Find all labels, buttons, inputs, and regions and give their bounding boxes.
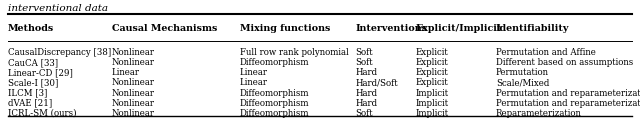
Text: Nonlinear: Nonlinear <box>112 78 155 87</box>
Text: Linear-CD [29]: Linear-CD [29] <box>8 68 72 77</box>
Text: Linear: Linear <box>240 78 268 87</box>
Text: Soft: Soft <box>355 109 373 118</box>
Text: Reparameterization: Reparameterization <box>496 109 582 118</box>
Text: Linear: Linear <box>240 68 268 77</box>
Text: Soft: Soft <box>355 58 373 67</box>
Text: Implicit: Implicit <box>416 109 449 118</box>
Text: Different based on assumptions: Different based on assumptions <box>496 58 633 67</box>
Text: Nonlinear: Nonlinear <box>112 109 155 118</box>
Text: Nonlinear: Nonlinear <box>112 99 155 107</box>
Text: Hard: Hard <box>355 68 378 77</box>
Text: Diffeomorphism: Diffeomorphism <box>240 109 310 118</box>
Text: Diffeomorphism: Diffeomorphism <box>240 99 310 107</box>
Text: Permutation and reparameterization: Permutation and reparameterization <box>496 99 640 107</box>
Text: Implicit: Implicit <box>416 88 449 97</box>
Text: Permutation: Permutation <box>496 68 549 77</box>
Text: Nonlinear: Nonlinear <box>112 48 155 57</box>
Text: Diffeomorphism: Diffeomorphism <box>240 58 310 67</box>
Text: Scale/Mixed: Scale/Mixed <box>496 78 549 87</box>
Text: Explicit: Explicit <box>416 78 449 87</box>
Text: Methods: Methods <box>8 24 54 33</box>
Text: Hard/Soft: Hard/Soft <box>355 78 398 87</box>
Text: Implicit: Implicit <box>416 99 449 107</box>
Text: Linear: Linear <box>112 68 140 77</box>
Text: CausalDiscrepancy [38]: CausalDiscrepancy [38] <box>8 48 111 57</box>
Text: Soft: Soft <box>355 48 373 57</box>
Text: Causal Mechanisms: Causal Mechanisms <box>112 24 218 33</box>
Text: Explicit: Explicit <box>416 58 449 67</box>
Text: Explicit: Explicit <box>416 68 449 77</box>
Text: interventional data: interventional data <box>8 4 108 13</box>
Text: Explicit: Explicit <box>416 48 449 57</box>
Text: Hard: Hard <box>355 88 378 97</box>
Text: Nonlinear: Nonlinear <box>112 88 155 97</box>
Text: Explicit/Implicit: Explicit/Implicit <box>416 24 502 33</box>
Text: Permutation and Affine: Permutation and Affine <box>496 48 596 57</box>
Text: Hard: Hard <box>355 99 378 107</box>
Text: ICRL-SM (ours): ICRL-SM (ours) <box>8 109 76 118</box>
Text: Full row rank polynomial: Full row rank polynomial <box>240 48 349 57</box>
Text: Scale-I [30]: Scale-I [30] <box>8 78 58 87</box>
Text: Permutation and reparameterization: Permutation and reparameterization <box>496 88 640 97</box>
Text: ILCM [3]: ILCM [3] <box>8 88 47 97</box>
Text: Interventions: Interventions <box>355 24 428 33</box>
Text: Nonlinear: Nonlinear <box>112 58 155 67</box>
Text: Identifiability: Identifiability <box>496 24 570 33</box>
Text: dVAE [21]: dVAE [21] <box>8 99 52 107</box>
Text: Mixing functions: Mixing functions <box>240 24 330 33</box>
Text: CauCA [33]: CauCA [33] <box>8 58 58 67</box>
Text: Diffeomorphism: Diffeomorphism <box>240 88 310 97</box>
